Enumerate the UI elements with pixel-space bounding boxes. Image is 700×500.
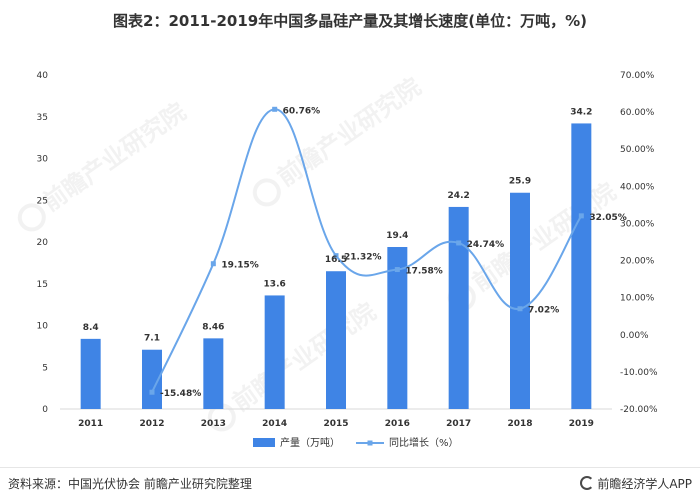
line-value-label: 24.74% bbox=[467, 240, 505, 250]
x-tick-label: 2018 bbox=[507, 419, 532, 429]
x-tick-label: 2019 bbox=[569, 419, 594, 429]
line-value-label: 60.76% bbox=[283, 106, 321, 116]
y-right-tick-label: 70.00% bbox=[620, 71, 655, 81]
watermark-text: 前瞻产业研究院 bbox=[467, 178, 621, 297]
line-value-label: 19.15% bbox=[221, 261, 258, 271]
y-right-tick-label: -20.00% bbox=[620, 405, 658, 415]
x-tick-label: 2013 bbox=[201, 419, 226, 429]
x-tick-label: 2014 bbox=[262, 419, 287, 429]
bar bbox=[387, 247, 408, 409]
watermark-text: 前瞻产业研究院 bbox=[227, 298, 381, 417]
y-left-tick-label: 5 bbox=[42, 363, 48, 373]
line-value-label: 21.32% bbox=[344, 253, 382, 263]
bar bbox=[80, 338, 101, 409]
bar bbox=[510, 192, 530, 409]
bar bbox=[326, 271, 346, 409]
brand-logo-icon bbox=[580, 476, 595, 490]
brand-label: 前瞻经济学人APP bbox=[580, 475, 692, 492]
bar-value-label: 13.6 bbox=[264, 279, 286, 289]
bar bbox=[448, 206, 469, 409]
bar bbox=[264, 295, 285, 409]
legend-bar-label: 产量（万吨） bbox=[280, 436, 340, 449]
bar-value-label: 7.1 bbox=[144, 334, 160, 344]
x-tick-label: 2017 bbox=[446, 419, 471, 429]
y-left-tick-label: 30 bbox=[37, 155, 49, 165]
y-left-tick-label: 10 bbox=[37, 322, 49, 332]
line-point bbox=[394, 267, 400, 273]
y-left-tick-label: 0 bbox=[42, 405, 48, 415]
watermark-text: 前瞻产业研究院 bbox=[37, 98, 191, 217]
line-series bbox=[149, 106, 584, 395]
line-value-label: 7.02% bbox=[528, 306, 559, 316]
x-tick-label: 2015 bbox=[323, 419, 348, 429]
data-labels: 8.4 7.1 8.46 13.6 16.5 19.4 24.2 25.9 34.2 -15.48… bbox=[83, 106, 627, 399]
bar bbox=[142, 349, 162, 409]
growth-line bbox=[151, 108, 583, 393]
line-point bbox=[272, 106, 278, 112]
line-value-label: 32.05% bbox=[589, 213, 627, 223]
bar-value-label: 34.2 bbox=[570, 107, 592, 117]
footer: 资料来源：中国光伏协会 前瞻产业研究院整理 前瞻经济学人APP bbox=[0, 467, 700, 500]
y-left-tick-label: 40 bbox=[37, 71, 49, 81]
line-point bbox=[517, 306, 523, 312]
line-value-label: -15.48% bbox=[160, 389, 201, 399]
line-point bbox=[456, 240, 462, 246]
watermark: 前瞻产业研究院 bbox=[252, 73, 426, 207]
y-right-tick-label: 60.00% bbox=[620, 108, 655, 118]
y-right-tick-label: 0.00% bbox=[620, 331, 649, 341]
bar bbox=[571, 123, 592, 410]
y-right-tick-label: 20.00% bbox=[620, 257, 655, 267]
y-left-tick-label: 25 bbox=[37, 196, 48, 206]
legend: 产量（万吨） 同比增长（%） bbox=[253, 436, 459, 449]
bar-value-label: 16.5 bbox=[325, 255, 347, 265]
brand-text: 前瞻经济学人APP bbox=[597, 477, 692, 491]
bar-series bbox=[80, 123, 592, 410]
y-left-tick-label: 35 bbox=[37, 113, 48, 123]
line-point bbox=[333, 253, 339, 259]
y-right-tick-label: 40.00% bbox=[620, 182, 655, 192]
bar-value-label: 8.4 bbox=[83, 323, 99, 333]
y-right-tick-label: 50.00% bbox=[620, 145, 655, 155]
x-tick-label: 2011 bbox=[78, 419, 103, 429]
x-tick-label: 2016 bbox=[385, 419, 410, 429]
bar-value-label: 25.9 bbox=[509, 177, 531, 187]
watermark-logo-icon bbox=[252, 178, 281, 207]
bar-value-label: 8.46 bbox=[202, 322, 224, 332]
line-value-label: 17.58% bbox=[405, 267, 443, 277]
line-point bbox=[210, 261, 216, 267]
line-point bbox=[578, 213, 584, 219]
line-point bbox=[149, 389, 155, 395]
y-left-tick-label: 20 bbox=[37, 238, 49, 248]
bar-value-label: 24.2 bbox=[448, 191, 470, 201]
y-right-tick-label: 10.00% bbox=[620, 294, 655, 304]
source-note: 资料来源：中国光伏协会 前瞻产业研究院整理 bbox=[8, 477, 252, 491]
watermark-logo-icon bbox=[17, 203, 46, 232]
legend-line-label: 同比增长（%） bbox=[389, 436, 459, 449]
bar-value-label: 19.4 bbox=[386, 231, 408, 241]
y-right-tick-label: 30.00% bbox=[620, 219, 655, 229]
y-right-tick-label: -10.00% bbox=[620, 368, 658, 378]
bar bbox=[203, 338, 224, 409]
legend-bar-swatch bbox=[253, 438, 275, 447]
watermark-text: 前瞻产业研究院 bbox=[272, 73, 426, 192]
legend-line-marker bbox=[367, 440, 373, 446]
y-left-tick-label: 15 bbox=[37, 280, 48, 290]
x-tick-label: 2012 bbox=[139, 419, 164, 429]
watermark: 前瞻产业研究院 bbox=[207, 298, 381, 432]
chart-title: 图表2：2011-2019年中国多晶硅产量及其增长速度(单位：万吨，%) bbox=[113, 12, 587, 30]
